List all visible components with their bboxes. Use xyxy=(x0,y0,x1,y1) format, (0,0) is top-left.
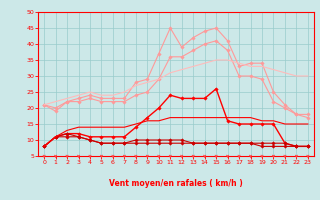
X-axis label: Vent moyen/en rafales ( km/h ): Vent moyen/en rafales ( km/h ) xyxy=(109,179,243,188)
